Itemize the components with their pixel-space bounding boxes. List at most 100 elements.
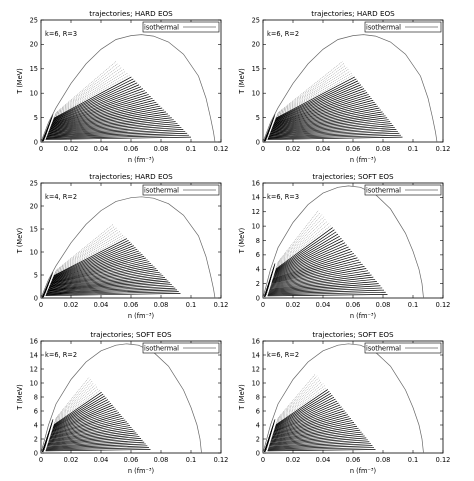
trajectory-line <box>274 394 333 428</box>
isothermal-curve <box>262 34 438 143</box>
trajectory-line <box>267 134 401 140</box>
trajectory-line <box>49 268 157 287</box>
y-tick-label: 4 <box>34 421 38 429</box>
y-tick-label: 16 <box>252 179 260 187</box>
x-tick-label: 0.12 <box>214 145 229 153</box>
isothermal-curve <box>40 196 216 299</box>
parameter-annotation: k=6, R=2 <box>267 351 299 359</box>
trajectory-line <box>274 84 362 122</box>
chart-title: trajectories; SOFT EOS <box>312 330 394 339</box>
trajectory-line <box>46 439 143 448</box>
y-tick-label: 14 <box>30 351 38 359</box>
trajectory-line <box>55 379 91 420</box>
chart-title: trajectories; HARD EOS <box>311 9 395 18</box>
y-axis-label: T (MeV) <box>238 68 246 95</box>
trajectory-line <box>47 280 169 292</box>
trajectory-line <box>270 270 369 287</box>
trajectory-line <box>277 375 318 420</box>
trajectory-line <box>276 223 330 268</box>
parameter-annotation: k=6, R=3 <box>45 30 77 38</box>
trajectory-line <box>54 234 124 275</box>
trajectory-line <box>49 421 127 439</box>
x-tick-label: 0.06 <box>124 145 139 153</box>
trajectory-line <box>47 125 180 136</box>
x-tick-label: 0.02 <box>286 301 301 309</box>
trajectory-line <box>52 402 112 431</box>
trajectory-line <box>264 419 276 452</box>
x-tick-label: 0 <box>39 301 43 309</box>
trajectory-line <box>273 408 344 434</box>
chart-title: trajectories; SOFT EOS <box>90 330 172 339</box>
x-tick-label: 0.08 <box>154 301 169 309</box>
trajectory-line <box>275 231 337 272</box>
trajectory-line <box>42 114 54 142</box>
trajectory-line <box>269 125 394 136</box>
x-tick-label: 0.04 <box>316 301 331 309</box>
trajectory-line <box>51 408 116 433</box>
trajectory-line <box>271 422 355 440</box>
y-tick-label: 20 <box>30 41 38 49</box>
y-tick-label: 0 <box>256 294 260 302</box>
trajectory-line <box>268 132 400 139</box>
trajectory-line <box>48 426 132 442</box>
y-tick-label: 12 <box>252 365 260 373</box>
trajectory-line <box>269 433 364 445</box>
legend-label: isothermal <box>366 187 401 195</box>
x-tick-label: 0.08 <box>154 145 169 153</box>
trajectory-line <box>269 119 389 134</box>
y-tick-label: 6 <box>34 407 38 415</box>
y-tick-label: 20 <box>30 202 38 210</box>
trajectory-line <box>277 373 316 419</box>
trajectory-line <box>277 61 343 113</box>
trajectory-line <box>268 129 397 138</box>
y-axis-label: T (MeV) <box>16 68 24 95</box>
isothermal-curve <box>40 343 202 454</box>
trajectory-line <box>270 268 367 286</box>
trajectory-line <box>51 252 141 282</box>
trajectory-line <box>271 109 382 131</box>
x-tick-label: 0.04 <box>94 145 109 153</box>
x-tick-label: 0.1 <box>408 145 419 153</box>
trajectory-line <box>268 283 379 292</box>
trajectory-line <box>49 109 165 131</box>
x-tick-label: 0.12 <box>214 456 229 464</box>
trajectory-line <box>276 385 325 424</box>
trajectory-line <box>277 377 319 420</box>
x-tick-label: 0.08 <box>376 301 391 309</box>
trajectory-line <box>48 270 159 288</box>
trajectory-line <box>277 210 319 263</box>
y-tick-label: 6 <box>256 407 260 415</box>
trajectory-line <box>267 449 376 452</box>
isothermal-curve <box>262 185 424 299</box>
trajectory-line <box>46 285 174 294</box>
y-tick-label: 20 <box>252 41 260 49</box>
trajectory-line <box>50 103 159 129</box>
trajectory-line <box>51 255 145 283</box>
trajectory-line <box>53 393 104 426</box>
trajectory-line <box>46 287 176 295</box>
trajectory-line <box>50 412 120 435</box>
trajectory-line <box>273 96 371 126</box>
trajectory-line <box>46 443 146 449</box>
x-tick-label: 0.1 <box>186 145 197 153</box>
trajectory-line <box>272 99 374 127</box>
y-tick-label: 5 <box>34 114 38 122</box>
trajectory-line <box>50 414 121 436</box>
trajectory-line <box>42 419 54 452</box>
trajectory-line <box>268 130 398 138</box>
trajectory-line <box>276 218 326 266</box>
trajectory-line <box>47 438 142 447</box>
trajectory-line <box>269 121 391 135</box>
trajectory-line <box>269 431 362 444</box>
x-tick-label: 0.06 <box>346 456 361 464</box>
trajectory-line <box>48 425 131 441</box>
trajectory-line <box>50 101 157 128</box>
trajectory-line <box>45 293 181 297</box>
trajectory-line <box>276 70 351 117</box>
y-axis-label: T (MeV) <box>16 384 24 411</box>
trajectory-line <box>270 113 385 132</box>
trajectory-line <box>55 67 122 115</box>
x-axis-label: n (fm⁻³) <box>128 156 154 164</box>
y-tick-label: 10 <box>252 90 260 98</box>
trajectory-line <box>273 404 341 432</box>
